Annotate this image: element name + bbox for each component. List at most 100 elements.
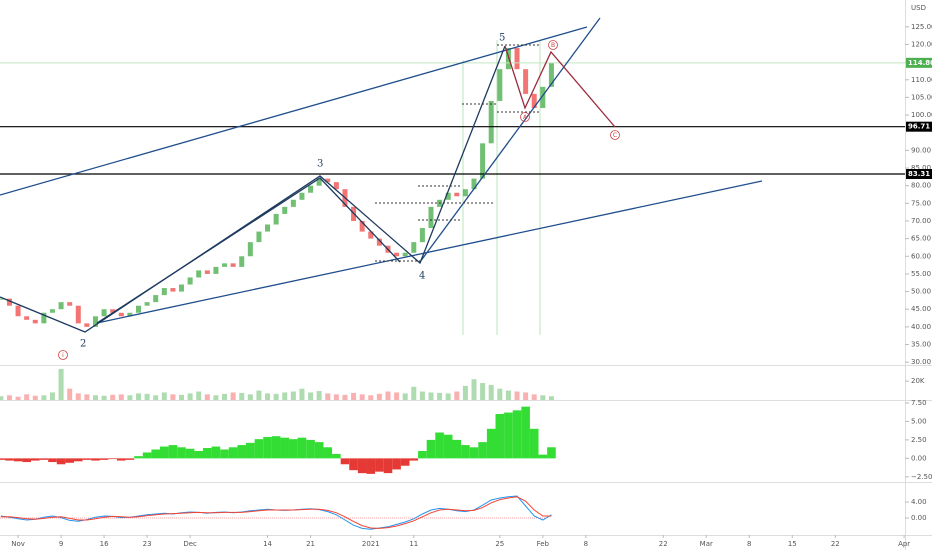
volume-bar	[101, 395, 107, 400]
volume-bar	[32, 395, 38, 400]
wave-circle	[548, 40, 558, 50]
volume-bar	[239, 392, 245, 400]
x-tick-label: 9	[59, 540, 63, 548]
volume-bar	[110, 394, 116, 400]
histogram-bar	[13, 458, 23, 462]
volume-bar	[376, 393, 382, 400]
level-label: 83.31	[908, 170, 930, 178]
volume-bar	[282, 392, 288, 400]
oscillator-line	[0, 496, 552, 529]
y-tick-label: 35.00	[911, 341, 931, 349]
candle	[15, 305, 21, 317]
histogram-bar	[237, 445, 247, 459]
histogram-bar	[443, 434, 453, 459]
candle	[514, 48, 520, 70]
histogram-bar	[116, 458, 126, 461]
histogram-bar	[48, 458, 57, 463]
volume-bar	[196, 391, 202, 400]
x-tick-label: 14	[263, 540, 272, 548]
y-tick-label: 0.00	[911, 454, 927, 462]
candle	[462, 189, 468, 197]
wave-label: i	[62, 352, 64, 359]
volume-bar	[127, 395, 133, 400]
candle	[187, 277, 193, 285]
histogram-bar	[211, 446, 221, 459]
histogram-bar	[134, 456, 143, 459]
volume-bar	[411, 386, 417, 400]
candle	[24, 316, 30, 320]
histogram-bar	[0, 458, 6, 460]
volume-bar	[471, 379, 477, 400]
histogram-bar	[228, 447, 238, 459]
histogram-bar	[203, 448, 212, 459]
histogram-bar	[99, 458, 109, 460]
candle	[118, 312, 124, 317]
volume-bar	[67, 388, 73, 400]
wave-label: B	[551, 42, 555, 49]
candle	[230, 263, 236, 267]
level-label: 96.71	[908, 123, 930, 131]
histogram-bar	[469, 447, 479, 459]
currency-label: USD	[911, 4, 926, 12]
wave-label: 4	[419, 271, 425, 282]
volume-bar	[222, 393, 228, 400]
y-tick-label: 60.00	[911, 252, 931, 260]
candle	[6, 298, 12, 306]
x-tick-label: 16	[100, 540, 109, 548]
wave-label: C	[613, 132, 617, 139]
histogram-bar	[486, 428, 496, 459]
volume-bar	[531, 394, 537, 400]
y-tick-label: 65.00	[911, 235, 931, 243]
histogram-bar	[142, 452, 152, 459]
histogram-bar	[39, 458, 49, 460]
volume-bar	[247, 394, 253, 400]
y-tick-label: 45.00	[911, 305, 931, 313]
candle	[368, 231, 374, 239]
candle	[359, 220, 365, 232]
histogram-bar	[504, 412, 513, 459]
candle	[299, 192, 305, 200]
x-tick-label: 21	[306, 540, 315, 548]
candle	[101, 309, 107, 317]
histogram-bar	[263, 436, 272, 459]
histogram-bar	[521, 406, 530, 459]
candle	[127, 312, 133, 317]
volume-bar	[359, 394, 365, 400]
y-tick-label: 105.00	[911, 93, 932, 101]
histogram-bar	[375, 458, 384, 472]
volume-bar	[49, 392, 55, 400]
volume-bar	[256, 390, 262, 400]
candle	[222, 263, 228, 267]
y-tick-label: 120.00	[911, 40, 932, 48]
volume-bar	[273, 393, 279, 400]
candle	[170, 288, 176, 292]
trend-line	[419, 17, 601, 263]
candle	[376, 238, 382, 246]
volume-bar	[505, 390, 511, 400]
x-tick-label: Apr	[898, 540, 910, 548]
y-tick-label: 0.00	[911, 514, 927, 522]
candle	[247, 242, 253, 257]
y-tick-label: 7.50	[911, 399, 927, 407]
histogram-bar	[529, 428, 539, 459]
volume-bar	[385, 391, 391, 400]
candle	[419, 228, 425, 243]
histogram-bar	[349, 458, 358, 471]
candle	[480, 143, 486, 179]
wave-label: A	[523, 114, 528, 121]
volume-bar	[6, 395, 12, 400]
histogram-bar	[254, 439, 264, 459]
volume-bar	[265, 393, 271, 400]
histogram-bar	[323, 447, 333, 459]
histogram-bar	[409, 458, 419, 461]
oscillator-line	[0, 495, 552, 530]
candle	[282, 206, 288, 214]
candle	[75, 305, 81, 324]
volume-bar	[118, 394, 124, 400]
volume-bar	[437, 392, 443, 400]
volume-bar	[161, 392, 167, 400]
y-tick-label: 55.00	[911, 270, 931, 278]
candle	[239, 256, 245, 267]
candle	[213, 266, 219, 274]
